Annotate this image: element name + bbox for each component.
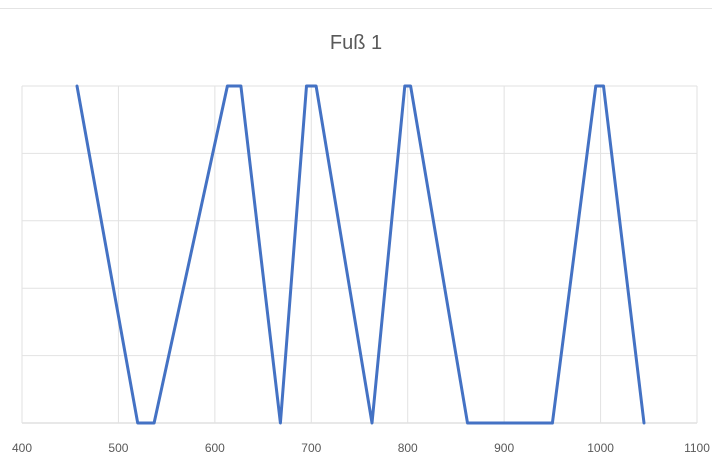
x-tick-label: 400 xyxy=(12,441,32,455)
x-tick-label: 600 xyxy=(205,441,225,455)
x-tick-label: 700 xyxy=(301,441,321,455)
x-tick-label: 800 xyxy=(398,441,418,455)
x-tick-label: 900 xyxy=(494,441,514,455)
x-tick-label: 1000 xyxy=(587,441,614,455)
series-line xyxy=(75,84,646,425)
x-tick-label: 1100 xyxy=(684,441,710,455)
x-tick-label: 500 xyxy=(108,441,128,455)
chart-title: Fuß 1 xyxy=(329,32,383,54)
chart-border xyxy=(0,8,712,9)
